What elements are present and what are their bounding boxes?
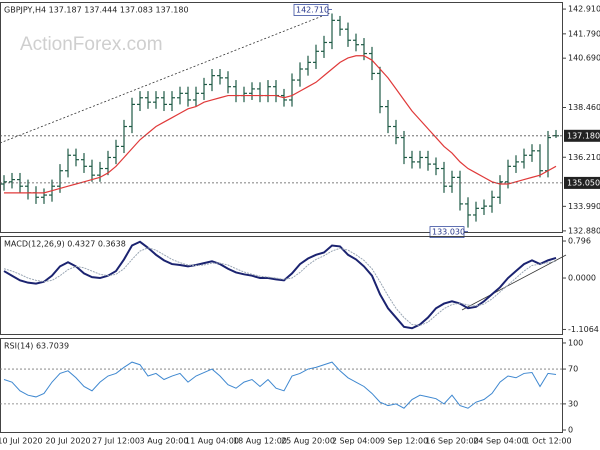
- panel-frame: [0, 2, 563, 233]
- x-tick-label: 10 Jul 2020: [0, 437, 43, 446]
- x-tick-label: 25 Aug 20:00: [281, 437, 335, 446]
- y-tick-label: 0.0000: [568, 274, 596, 283]
- level-label: 135.050: [567, 178, 600, 187]
- x-tick-label: 3 Aug 20:00: [140, 437, 189, 446]
- x-tick-label: 24 Sep 04:00: [473, 437, 526, 446]
- y-tick-label: -1.1064: [568, 325, 599, 334]
- rsi-line: [3, 361, 557, 409]
- macd-line: [3, 240, 557, 330]
- panel-frame: [0, 338, 563, 433]
- annotation-label: 142.710: [296, 6, 329, 15]
- y-tick-label: 100: [568, 338, 583, 347]
- trend-line: [0, 12, 331, 144]
- x-tick-label: 20 Jul 2020: [45, 437, 90, 446]
- macd-trend-line: [461, 254, 567, 311]
- y-tick-label: 70: [568, 365, 578, 374]
- panel-title: RSI(14) 63.7039: [4, 342, 69, 351]
- y-tick-label: 0: [568, 425, 573, 434]
- signal-line: [3, 247, 557, 326]
- x-tick-label: 11 Aug 04:00: [185, 437, 239, 446]
- x-tick-label: 18 Aug 12:00: [233, 437, 287, 446]
- y-tick-label: 142.910: [568, 5, 600, 14]
- panel-title: MACD(12,26,9) 0.4327 0.3638: [4, 240, 126, 249]
- y-tick-label: 140.690: [568, 54, 600, 63]
- moving-average: [4, 55, 557, 194]
- y-tick-label: 138.460: [568, 103, 600, 112]
- y-tick-label: 0.796: [568, 237, 591, 246]
- x-tick-label: 16 Sep 20:00: [425, 437, 478, 446]
- y-tick-label: 30: [568, 399, 578, 408]
- level-label: 137.180: [567, 131, 600, 140]
- x-tick-label: 1 Oct 12:00: [524, 437, 571, 446]
- level-label-box: [564, 176, 600, 189]
- annotation-box: [293, 4, 329, 16]
- panel-frame: [0, 236, 563, 335]
- y-tick-label: 141.790: [568, 29, 600, 38]
- x-tick-label: 27 Jul 12:00: [92, 437, 140, 446]
- y-tick-label: 133.990: [568, 202, 600, 211]
- panel-title: GBPJPY,H4 137.187 137.444 137.083 137.18…: [4, 6, 189, 15]
- annotation-label: 133.030: [432, 228, 465, 237]
- level-label-box: [564, 129, 600, 142]
- watermark: ActionForex.com: [20, 34, 163, 55]
- x-tick-label: 9 Sep 12:00: [380, 437, 428, 446]
- y-tick-label: 132.880: [568, 226, 600, 235]
- annotation-box: [429, 226, 465, 238]
- y-tick-label: 136.210: [568, 153, 600, 162]
- x-tick-label: 2 Sep 04:00: [332, 437, 380, 446]
